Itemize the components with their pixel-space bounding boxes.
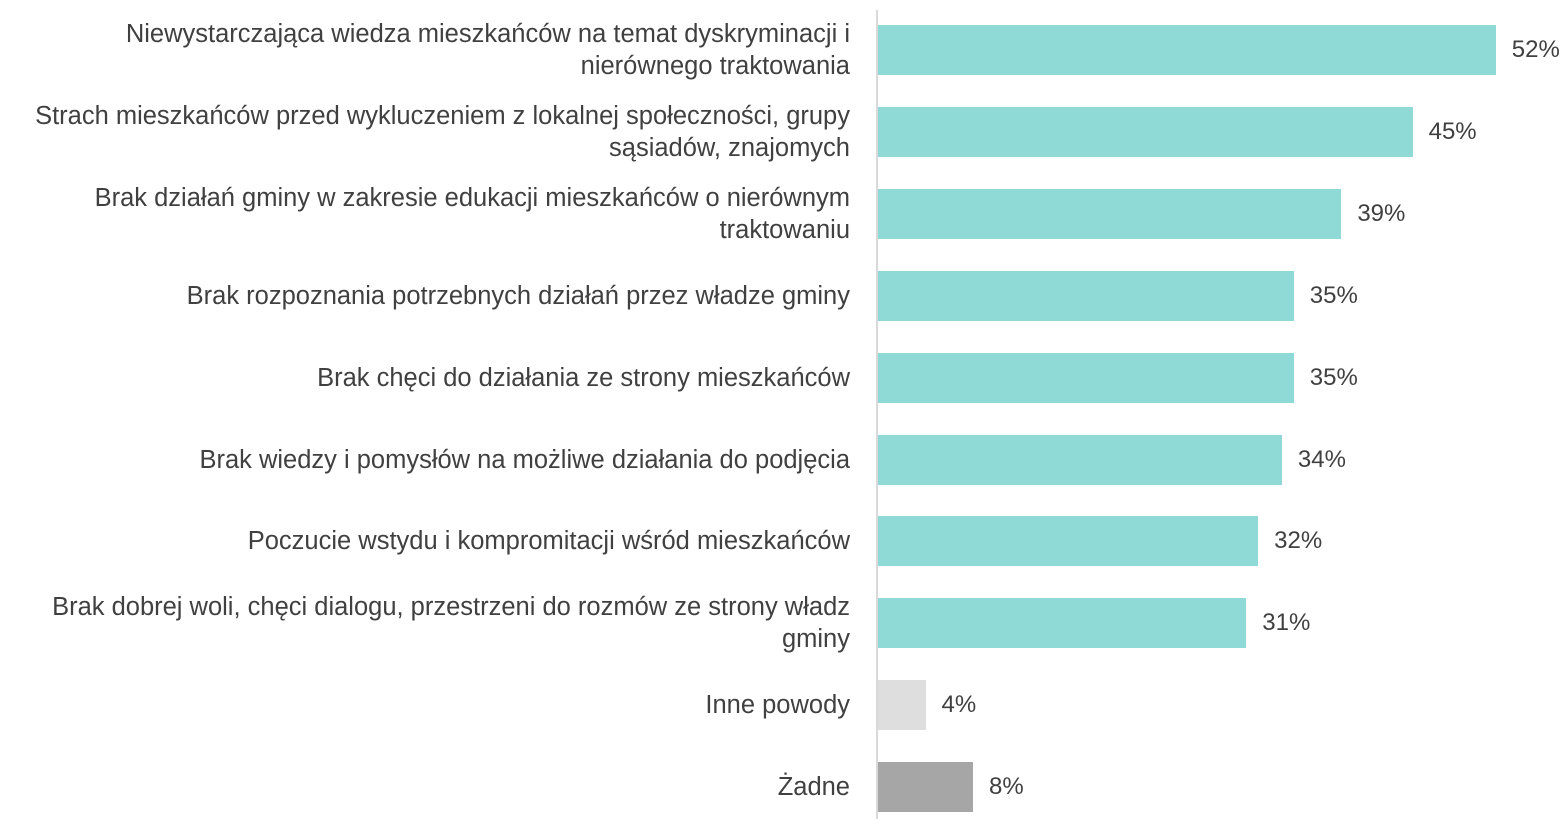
- bar: [878, 352, 1294, 403]
- bar: [878, 106, 1413, 157]
- bar: [878, 434, 1282, 485]
- value-label: 35%: [1309, 363, 1358, 391]
- category-label: Brak dobrej woli, chęci dialogu, przestr…: [52, 593, 850, 654]
- axis-line: [876, 10, 878, 819]
- value-label: 35%: [1309, 281, 1358, 309]
- bar: [878, 188, 1342, 239]
- value-label: 31%: [1262, 609, 1311, 637]
- value-label: 8%: [989, 773, 1024, 801]
- bar: [878, 598, 1247, 649]
- category-label: Żadne: [777, 773, 850, 802]
- category-label: Inne powody: [705, 691, 850, 720]
- category-label: Brak rozpoznania potrzebnych działań prz…: [186, 281, 850, 310]
- category-label: Brak chęci do działania ze strony mieszk…: [317, 363, 850, 392]
- value-label: 39%: [1357, 199, 1406, 227]
- value-label: 32%: [1274, 527, 1323, 555]
- value-label: 52%: [1511, 36, 1560, 63]
- value-label: 45%: [1428, 117, 1477, 145]
- category-label: Brak działań gminy w zakresie edukacji m…: [94, 183, 850, 244]
- category-label: Brak wiedzy i pomysłów na możliwe działa…: [199, 445, 850, 474]
- bar: [878, 25, 1496, 75]
- category-label: Niewystarczająca wiedza mieszkańców na t…: [125, 20, 850, 80]
- category-label: Poczucie wstydu i kompromitacji wśród mi…: [247, 527, 850, 556]
- value-label: 4%: [941, 691, 977, 719]
- bar: [878, 516, 1259, 567]
- bar: [878, 762, 974, 813]
- bar: [878, 680, 926, 731]
- value-label: 34%: [1297, 445, 1346, 473]
- category-label: Strach mieszkańców przed wykluczeniem z …: [35, 101, 850, 162]
- bar: [878, 270, 1294, 321]
